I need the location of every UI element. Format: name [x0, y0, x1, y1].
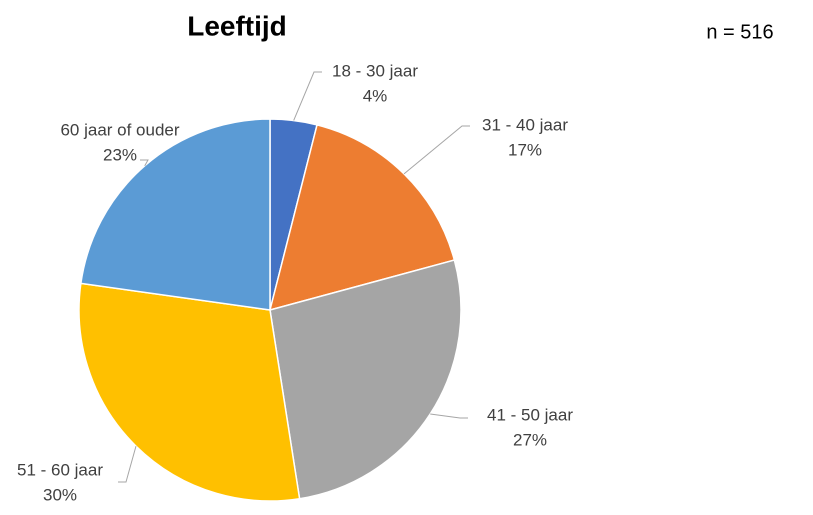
chart-title: Leeftijd	[187, 10, 287, 41]
leader-line	[430, 413, 468, 419]
slice-value-label: 30%	[43, 485, 77, 504]
slice-label: 18 - 30 jaar	[332, 61, 418, 80]
pie-slice	[80, 118, 271, 311]
pie-slice	[78, 282, 301, 502]
slice-label: 60 jaar of ouder	[60, 120, 179, 139]
slice-value-label: 23%	[103, 145, 137, 164]
pie-slice	[268, 123, 456, 312]
annotation: n = 516	[706, 21, 773, 43]
slice-label: 31 - 40 jaar	[482, 115, 568, 134]
leader-line	[118, 445, 137, 483]
slice-label: 41 - 50 jaar	[487, 405, 573, 424]
slice-value-label: 4%	[363, 86, 388, 105]
leader-line	[140, 159, 149, 167]
leader-line	[293, 71, 322, 121]
slice-value-label: 17%	[508, 140, 542, 159]
leader-line	[403, 125, 470, 175]
slice-value-label: 27%	[513, 430, 547, 449]
slice-label: 51 - 60 jaar	[17, 460, 103, 479]
